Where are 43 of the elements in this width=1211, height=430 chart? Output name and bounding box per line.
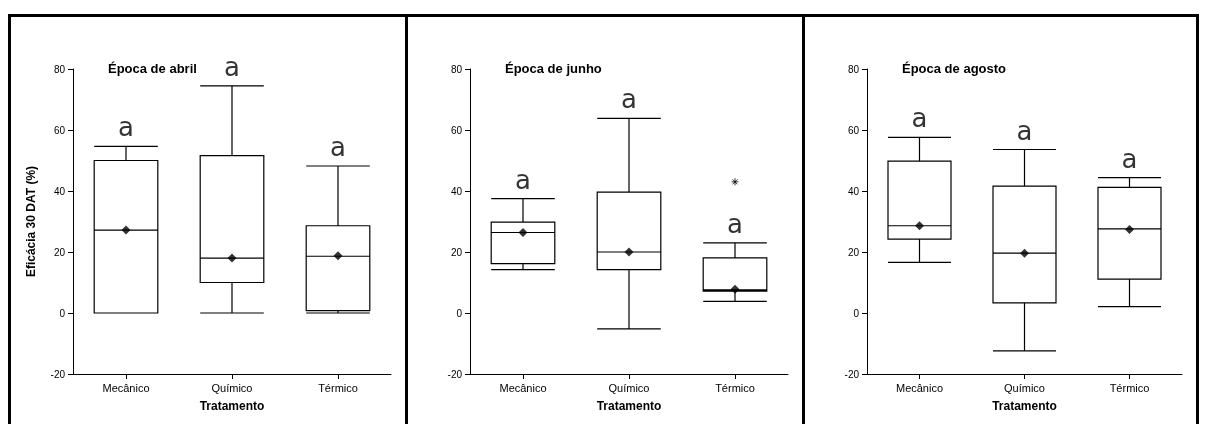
y-tick-label: 40 xyxy=(53,185,66,197)
x-tick-label: Químico xyxy=(211,381,253,394)
y-tick-label: -20 xyxy=(844,368,860,380)
y-tick-label: 60 xyxy=(847,124,860,136)
y-tick-label: 40 xyxy=(847,185,860,197)
x-tick-label: Térmico xyxy=(1109,381,1150,394)
annotation: a xyxy=(1121,143,1138,174)
annotation: a xyxy=(330,131,346,162)
y-tick-label: 20 xyxy=(847,246,860,258)
annotation: a xyxy=(1016,115,1033,146)
x-axis-title: Tratamento xyxy=(596,399,662,413)
y-tick-label: -20 xyxy=(447,368,463,380)
x-tick-label: Mecânico xyxy=(102,381,150,394)
y-tick-label: 40 xyxy=(450,185,463,197)
y-tick-label: 80 xyxy=(53,63,66,75)
annotation: a xyxy=(621,84,637,115)
y-tick-label: 20 xyxy=(53,246,66,258)
chart-title: Época de abril xyxy=(108,61,197,76)
y-tick-label: 20 xyxy=(450,246,463,258)
y-tick-label: 60 xyxy=(53,124,66,136)
x-tick-label: Químico xyxy=(608,381,650,394)
y-tick-label: 80 xyxy=(847,63,860,75)
x-tick-label: Térmico xyxy=(318,381,358,394)
y-tick-label: 0 xyxy=(456,307,463,319)
annotation: a xyxy=(118,112,134,143)
x-tick-label: Mecânico xyxy=(895,381,944,394)
annotation: a xyxy=(727,208,743,239)
y-tick-label: 0 xyxy=(853,307,860,319)
chart-title: Época de junho xyxy=(505,61,602,76)
x-tick-label: Mecânico xyxy=(499,381,547,394)
annotation: a xyxy=(911,103,928,134)
chart-title: Época de agosto xyxy=(902,61,1007,76)
y-tick-label: 60 xyxy=(450,124,463,136)
x-tick-label: Térmico xyxy=(715,381,755,394)
y-tick-label: -20 xyxy=(50,368,66,380)
y-tick-label: 80 xyxy=(450,63,463,75)
annotation: a xyxy=(224,51,240,82)
y-axis-title: Eficácia 30 DAT (%) xyxy=(24,165,38,278)
y-tick-label: 0 xyxy=(59,307,66,319)
annotation: a xyxy=(515,164,531,195)
x-axis-title: Tratamento xyxy=(992,399,1057,413)
x-tick-label: Químico xyxy=(1004,381,1045,394)
x-axis-title: Tratamento xyxy=(199,399,265,413)
